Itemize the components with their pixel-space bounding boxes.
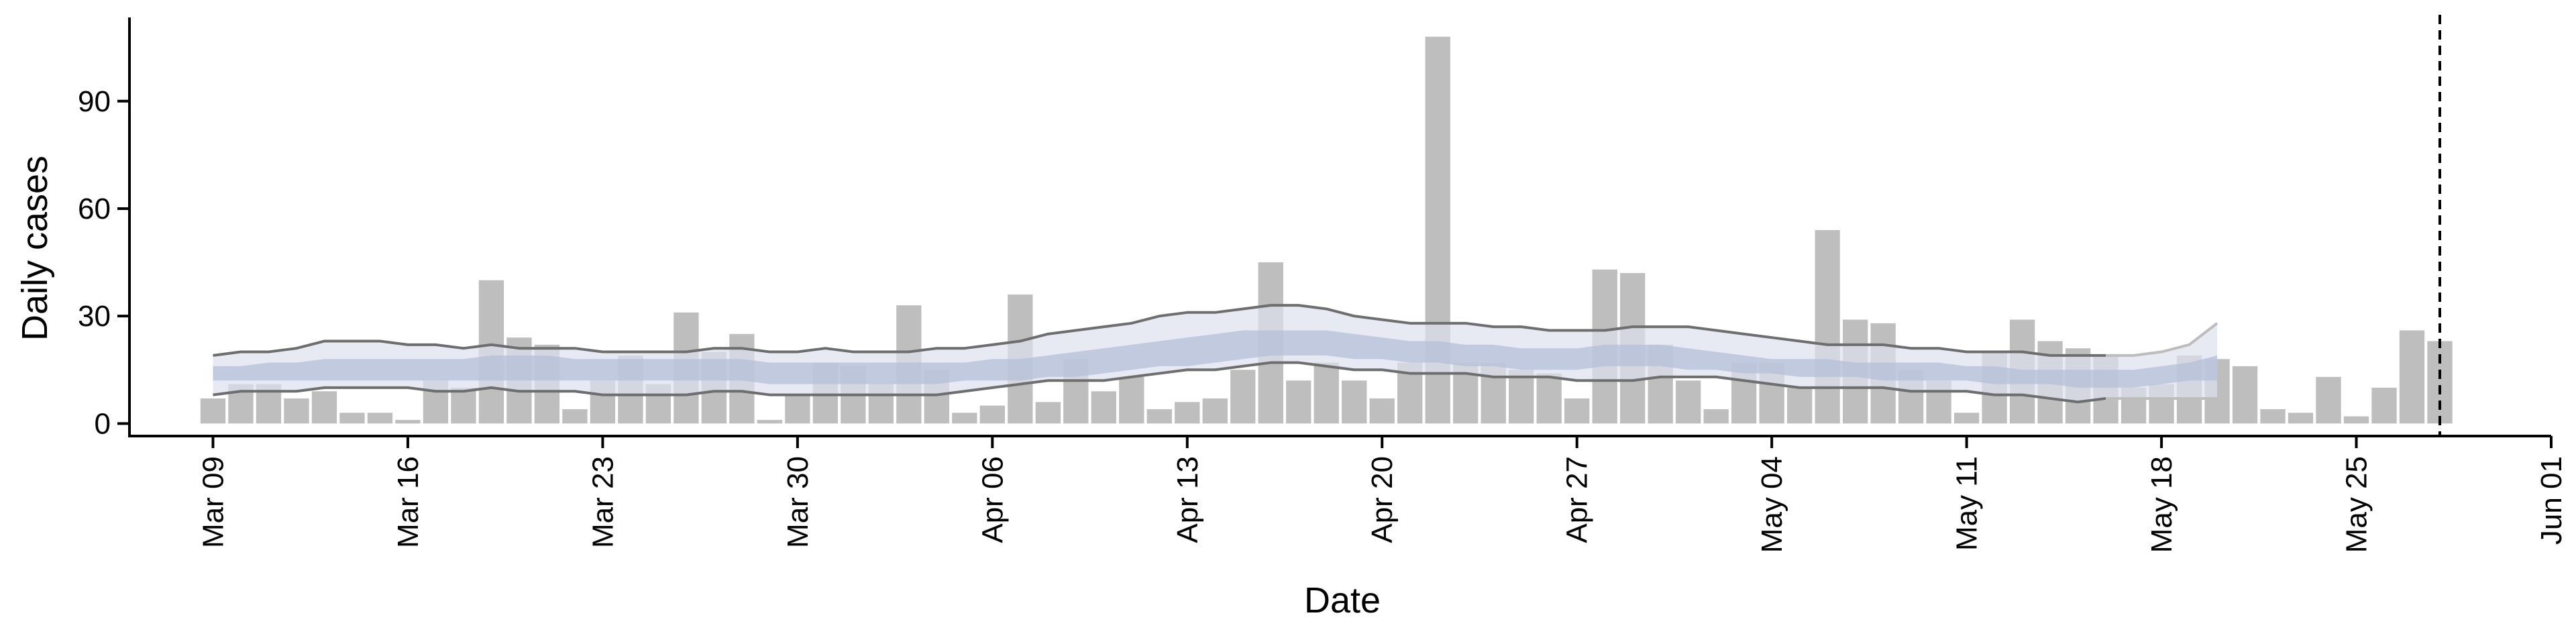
y-axis-title: Daily cases — [15, 156, 55, 341]
axes: 0 30 60 90 Mar 09 Mar 16 Mar 23 Mar 30 Apr 06 Apr… — [78, 17, 2568, 553]
bar — [757, 419, 783, 424]
bar — [1202, 398, 1228, 424]
x-tick-label: May 11 — [1951, 456, 1984, 551]
bar — [1369, 398, 1395, 424]
x-tick-label: Apr 13 — [1171, 456, 1204, 543]
bar — [1953, 413, 1980, 424]
x-tick-label: May 18 — [2145, 456, 2178, 553]
bar — [1230, 370, 1256, 424]
bar — [2260, 409, 2286, 424]
plot-area — [200, 15, 2453, 436]
bar — [1676, 380, 1701, 424]
bar — [1313, 362, 1339, 424]
x-tick-label: Mar 23 — [586, 456, 619, 548]
bar — [1175, 402, 1200, 424]
bar — [2371, 387, 2397, 424]
bar — [200, 398, 226, 424]
bar — [1342, 380, 1367, 424]
bar — [339, 413, 365, 424]
bar — [1035, 402, 1061, 424]
x-tick-label: Apr 06 — [976, 456, 1009, 543]
bar — [1703, 409, 1729, 424]
ci-upper-line-tail — [2106, 322, 2218, 357]
ci-inner-band — [213, 330, 2218, 388]
bar — [2316, 376, 2341, 424]
y-tick-label: 0 — [95, 407, 111, 440]
bar — [952, 413, 977, 424]
x-tick-label: Apr 27 — [1561, 456, 1594, 543]
bar — [1286, 380, 1311, 424]
x-tick-label: Mar 16 — [392, 456, 425, 548]
bar — [1564, 398, 1590, 424]
bar — [979, 405, 1005, 424]
bar — [451, 387, 476, 424]
x-tick-label: May 04 — [1756, 456, 1788, 553]
bar — [2343, 416, 2369, 424]
bar — [1786, 387, 1813, 424]
bar — [1509, 370, 1534, 424]
x-tick-label: Mar 30 — [782, 456, 814, 548]
bar — [2399, 330, 2425, 424]
y-tick-label: 60 — [78, 193, 111, 225]
bar — [1146, 409, 1172, 424]
x-axis-title: Date — [1304, 580, 1381, 621]
bar — [284, 398, 309, 424]
bar — [367, 413, 393, 424]
bar — [2288, 413, 2314, 424]
bar — [1815, 230, 1840, 424]
bar — [311, 391, 337, 424]
x-tick-label: Apr 20 — [1366, 456, 1399, 543]
ci-lower-line — [213, 361, 2106, 404]
bar — [1119, 376, 1144, 424]
bar — [785, 394, 810, 424]
y-tick-label: 30 — [78, 300, 111, 333]
ci-upper-line — [213, 304, 2106, 357]
x-tick-label: May 25 — [2341, 456, 2373, 553]
bar — [2427, 341, 2453, 424]
bar — [395, 419, 421, 424]
bar — [1536, 373, 1562, 424]
bar — [562, 409, 588, 424]
bar — [2232, 366, 2258, 424]
y-tick-label: 90 — [78, 85, 111, 118]
x-tick-label: Mar 09 — [197, 456, 229, 548]
bar — [1091, 391, 1116, 424]
x-tick-label: Jun 01 — [2535, 456, 2568, 545]
